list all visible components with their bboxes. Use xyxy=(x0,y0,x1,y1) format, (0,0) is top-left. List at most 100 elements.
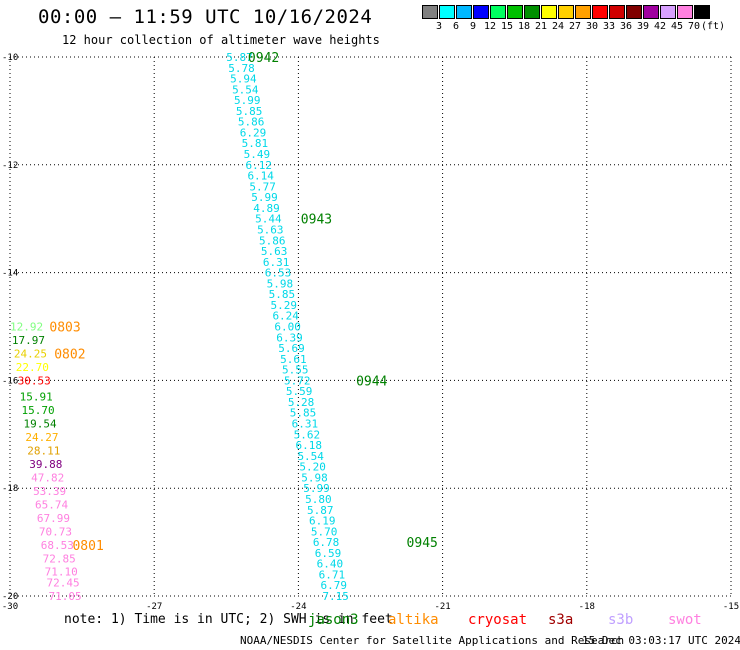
wave-height-value: 6.19 xyxy=(309,515,336,528)
wave-height-value: 6.53 xyxy=(265,267,292,280)
x-tick-label: -15 xyxy=(723,602,739,612)
scale-swatch xyxy=(473,5,489,19)
scale-swatch xyxy=(558,5,574,19)
scale-label: 70 xyxy=(687,21,701,32)
wave-height-value: 39.88 xyxy=(29,458,62,471)
wave-height-value: 70.73 xyxy=(39,525,72,538)
scale-swatch xyxy=(507,5,523,19)
legend-satellite-swot: swot xyxy=(668,612,702,628)
wave-height-value: 5.63 xyxy=(257,223,284,236)
scale-swatch xyxy=(575,5,591,19)
scale-swatch xyxy=(660,5,676,19)
legend-satellite-jason3: jason3 xyxy=(308,612,359,628)
wave-height-value: 5.85 xyxy=(236,105,263,118)
wave-height-value: 5.72 xyxy=(284,374,311,387)
wave-height-value: 6.79 xyxy=(321,579,348,592)
wave-height-value: 5.55 xyxy=(282,364,309,377)
time-label: 0802 xyxy=(54,347,85,362)
wave-height-value: 6.14 xyxy=(247,170,274,183)
wave-height-value: 53.39 xyxy=(33,485,66,498)
y-tick-label: -10 xyxy=(2,53,18,63)
x-tick-label: -27 xyxy=(146,602,162,612)
scale-swatch xyxy=(422,5,438,19)
wave-height-value: 5.86 xyxy=(259,234,286,247)
wave-height-value: 5.54 xyxy=(297,450,324,463)
wave-height-value: 5.54 xyxy=(232,83,259,96)
wave-height-value: 68.53 xyxy=(41,539,74,552)
time-label: 0803 xyxy=(49,321,80,336)
scale-swatch xyxy=(609,5,625,19)
wave-height-value: 5.62 xyxy=(294,428,321,441)
scale-label: 18 xyxy=(517,21,531,32)
scale-label: 3 xyxy=(435,21,443,32)
wave-height-value: 6.24 xyxy=(272,310,299,323)
y-tick-label: -12 xyxy=(2,161,18,171)
wave-height-value: 71.05 xyxy=(48,590,81,603)
legend-note: note: 1) Time is in UTC; 2) SWH is in fe… xyxy=(64,612,393,627)
scale-swatch xyxy=(592,5,608,19)
scale-label: 45 xyxy=(670,21,684,32)
wave-height-value: 65.74 xyxy=(35,498,68,511)
chart-axes: -30 -27 -24 -21 -18 -15 -10 -12 -14 -16 -18 -20 xyxy=(2,53,739,612)
wave-height-value: 24.25 xyxy=(14,347,47,360)
scale-label: 24 xyxy=(551,21,565,32)
wave-height-value: 47.82 xyxy=(31,471,64,484)
wave-height-value: 5.87 xyxy=(226,51,253,64)
wave-height-value: 17.97 xyxy=(12,334,45,347)
wave-height-value: 72.45 xyxy=(47,577,80,590)
wave-height-value: 5.61 xyxy=(280,353,307,366)
wave-height-value: 5.99 xyxy=(303,482,330,495)
time-label: 0801 xyxy=(72,539,103,554)
scale-label: 33 xyxy=(602,21,616,32)
scale-swatch xyxy=(694,5,710,19)
wave-height-value: 5.63 xyxy=(261,245,288,258)
time-label: 0944 xyxy=(356,374,387,389)
wave-height-value: 5.98 xyxy=(301,471,328,484)
scale-swatch xyxy=(524,5,540,19)
x-tick-label: -21 xyxy=(434,602,450,612)
footer-organization: NOAA/NESDIS Center for Satellite Applica… xyxy=(240,634,625,647)
scale-swatch xyxy=(541,5,557,19)
wave-height-value: 6.78 xyxy=(313,536,340,549)
wave-height-value: 28.11 xyxy=(27,444,60,457)
legend-satellite-cryosat: cryosat xyxy=(468,612,528,628)
y-tick-label: -14 xyxy=(2,269,18,279)
wave-height-value: 6.40 xyxy=(317,558,344,571)
wave-height-value: 19.54 xyxy=(23,418,56,431)
wave-height-value: 30.53 xyxy=(18,374,51,387)
wave-height-value: 5.99 xyxy=(234,94,261,107)
legend-satellite-s3b: s3b xyxy=(608,612,634,628)
scale-label: 12 xyxy=(483,21,497,32)
wave-height-value: 7.15 xyxy=(322,590,349,603)
x-tick-label: -24 xyxy=(290,602,306,612)
wave-height-value: 5.99 xyxy=(251,191,278,204)
y-tick-label: -16 xyxy=(2,376,18,386)
wave-height-value: 24.27 xyxy=(25,431,58,444)
time-label: 0945 xyxy=(407,536,438,551)
legend-satellite-s3a: s3a xyxy=(548,612,574,628)
wave-height-value: 5.49 xyxy=(244,148,271,161)
scale-swatch xyxy=(643,5,659,19)
wave-height-value: 5.59 xyxy=(286,385,313,398)
legend-satellite-altika: altika xyxy=(388,612,439,628)
wave-height-value: 5.94 xyxy=(230,73,257,86)
footer-timestamp: 15 Dec 03:03:17 UTC 2024 xyxy=(582,634,740,647)
scale-label: 27 xyxy=(568,21,582,32)
wave-height-value: 5.87 xyxy=(307,504,334,517)
scale-label: 15 xyxy=(500,21,514,32)
wave-height-value: 22.70 xyxy=(16,361,49,374)
wave-height-value: 15.91 xyxy=(20,391,53,404)
wave-height-value: 5.70 xyxy=(311,525,338,538)
wave-height-value: 15.70 xyxy=(22,404,55,417)
wave-height-value: 6.18 xyxy=(296,439,323,452)
wave-height-value: 5.98 xyxy=(267,277,294,290)
wave-height-value: 71.10 xyxy=(45,566,78,579)
wave-height-value: 6.31 xyxy=(292,418,319,431)
scale-label: 36 xyxy=(619,21,633,32)
wave-height-value: 6.12 xyxy=(246,159,273,172)
scale-label: 42 xyxy=(653,21,667,32)
scale-label: (ft) xyxy=(701,21,726,32)
x-tick-label: -30 xyxy=(2,602,18,612)
